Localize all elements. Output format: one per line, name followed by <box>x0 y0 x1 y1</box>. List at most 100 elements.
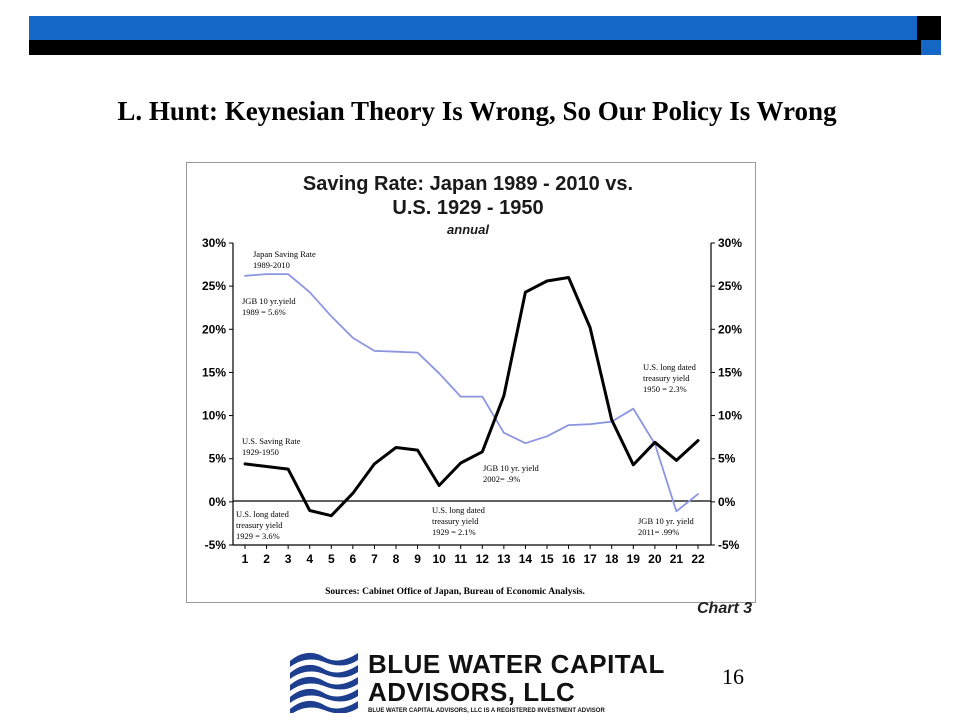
annotation-line: 1989-2010 <box>253 260 290 270</box>
chart-subtitle: annual <box>447 222 489 237</box>
annotation-line: 1929-1950 <box>242 447 279 457</box>
annotation-line: U.S. long dated <box>643 362 697 372</box>
svg-text:1989 = 5.6%: 1989 = 5.6% <box>242 307 286 317</box>
svg-text:2011= .99%: 2011= .99% <box>638 527 679 537</box>
svg-text:JGB 10 yr.yield: JGB 10 yr.yield <box>242 296 296 306</box>
x-tick-label: 5 <box>328 552 335 566</box>
x-tick-label: 9 <box>414 552 421 566</box>
annotation-line: 2002= .9% <box>483 474 520 484</box>
svg-text:1989-2010: 1989-2010 <box>253 260 290 270</box>
y-tick-label-left: 15% <box>202 365 226 379</box>
annotation-jgb-1989: JGB 10 yr.yield 1989 = 5.6% <box>242 296 296 317</box>
annotation-line: U.S. long dated <box>236 509 290 519</box>
series-line-us-saving-rate <box>243 276 700 518</box>
annotation-line: 2011= .99% <box>638 527 679 537</box>
company-logo: BLUE WATER CAPITAL ADVISORS, LLC BLUE WA… <box>288 645 664 717</box>
x-tick-label: 1 <box>242 552 249 566</box>
chart-frame: Saving Rate: Japan 1989 - 2010 vs. U.S. … <box>186 162 756 603</box>
y-tick-label-right: 25% <box>718 279 742 293</box>
x-tick-label: 4 <box>306 552 313 566</box>
x-tick-label: 13 <box>497 552 511 566</box>
annotation-line: treasury yield <box>643 373 690 383</box>
x-tick-label: 3 <box>285 552 292 566</box>
y-tick-label-right: 20% <box>718 322 742 336</box>
x-tick-label: 18 <box>605 552 619 566</box>
header-corner-square-black <box>917 16 941 40</box>
x-tick-label: 2 <box>263 552 270 566</box>
x-tick-label: 16 <box>562 552 576 566</box>
x-tick-label: 10 <box>432 552 446 566</box>
saving-rate-chart: Saving Rate: Japan 1989 - 2010 vs. U.S. … <box>202 173 742 597</box>
y-tick-label-right: 15% <box>718 365 742 379</box>
svg-text:treasury yield: treasury yield <box>236 520 283 530</box>
svg-text:JGB 10 yr. yield: JGB 10 yr. yield <box>638 516 694 526</box>
x-tick-label: 19 <box>627 552 641 566</box>
svg-text:2002= .9%: 2002= .9% <box>483 474 520 484</box>
annotation-line: JGB 10 yr.yield <box>242 296 296 306</box>
y-tick-label-right: -5% <box>718 538 740 552</box>
wave-logo-icon <box>290 652 358 713</box>
x-tick-label: 21 <box>670 552 684 566</box>
x-tick-label: 14 <box>519 552 533 566</box>
svg-text:U.S. Saving Rate: U.S. Saving Rate <box>242 436 301 446</box>
y-tick-label-left: 30% <box>202 236 226 250</box>
annotation-line: treasury yield <box>236 520 283 530</box>
annotation-line: U.S. long dated <box>432 505 486 515</box>
annotation-us-treasury-1929-b: U.S. long dated treasury yield 1929 = 2.… <box>432 505 486 537</box>
logo-name-line1: BLUE WATER CAPITAL <box>368 649 665 679</box>
series-lines <box>243 273 700 518</box>
svg-text:1929-1950: 1929-1950 <box>242 447 279 457</box>
chart-source: Sources: Cabinet Office of Japan, Bureau… <box>325 587 585 597</box>
svg-text:1929 = 2.1%: 1929 = 2.1% <box>432 527 476 537</box>
x-tick-label: 22 <box>691 552 705 566</box>
svg-text:treasury yield: treasury yield <box>432 516 479 526</box>
y-tick-label-left: 0% <box>209 495 227 509</box>
logo-wave-shape <box>290 676 358 691</box>
annotation-line: JGB 10 yr. yield <box>483 463 539 473</box>
y-tick-label-right: 5% <box>718 452 736 466</box>
page-number: 16 <box>722 664 744 689</box>
chart-caption: Chart 3 <box>697 600 753 617</box>
series-line-japan-saving-rate <box>244 273 699 513</box>
x-tick-label: 8 <box>393 552 400 566</box>
y-tick-label-left: 25% <box>202 279 226 293</box>
annotation-line: 1950 = 2.3% <box>643 384 687 394</box>
svg-text:1929 = 3.6%: 1929 = 3.6% <box>236 531 280 541</box>
y-tick-label-left: -5% <box>205 538 227 552</box>
chart-title-line1: Saving Rate: Japan 1989 - 2010 vs. <box>303 173 633 195</box>
annotation-line: Japan Saving Rate <box>253 249 316 259</box>
annotation-japan-saving-rate: Japan Saving Rate 1989-2010 <box>253 249 316 270</box>
svg-text:Japan Saving Rate: Japan Saving Rate <box>253 249 316 259</box>
x-tick-label: 7 <box>371 552 378 566</box>
x-tick-label: 20 <box>648 552 662 566</box>
annotation-us-treasury-1929-a: U.S. long dated treasury yield 1929 = 3.… <box>236 509 290 541</box>
svg-text:U.S. long dated: U.S. long dated <box>643 362 697 372</box>
annotation-line: treasury yield <box>432 516 479 526</box>
y-tick-label-left: 5% <box>209 452 227 466</box>
x-tick-label: 11 <box>454 552 467 566</box>
logo-wave-shape <box>290 664 358 679</box>
logo-wave-shape <box>290 652 358 667</box>
logo-tagline: BLUE WATER CAPITAL ADVISORS, LLC IS A RE… <box>368 708 605 714</box>
logo-wave-shape <box>290 700 358 713</box>
header-bar-black <box>29 40 941 55</box>
y-tick-label-left: 10% <box>202 409 226 423</box>
y-tick-label-left: 20% <box>202 322 226 336</box>
svg-text:U.S. long dated: U.S. long dated <box>432 505 486 515</box>
annotation-line: 1929 = 2.1% <box>432 527 476 537</box>
chart-title-line2: U.S. 1929 - 1950 <box>392 197 543 219</box>
axis-ticks: 30% 30% 25% 25% 20% 20% 15% 15% 10% 10% 5% 5% 0% 0% -5… <box>202 236 742 566</box>
svg-text:JGB 10 yr. yield: JGB 10 yr. yield <box>483 463 539 473</box>
svg-text:1950 = 2.3%: 1950 = 2.3% <box>643 384 687 394</box>
annotation-line: U.S. Saving Rate <box>242 436 301 446</box>
annotation-jgb-2002: JGB 10 yr. yield 2002= .9% <box>483 463 539 484</box>
svg-text:U.S. long dated: U.S. long dated <box>236 509 290 519</box>
x-tick-label: 15 <box>540 552 554 566</box>
logo-name-line2: ADVISORS, LLC <box>368 677 576 707</box>
svg-text:treasury yield: treasury yield <box>643 373 690 383</box>
annotation-line: JGB 10 yr. yield <box>638 516 694 526</box>
annotation-us-saving-rate: U.S. Saving Rate 1929-1950 <box>242 436 301 457</box>
logo-wave-shape <box>290 688 358 703</box>
x-tick-label: 6 <box>350 552 357 566</box>
y-tick-label-right: 10% <box>718 409 742 423</box>
